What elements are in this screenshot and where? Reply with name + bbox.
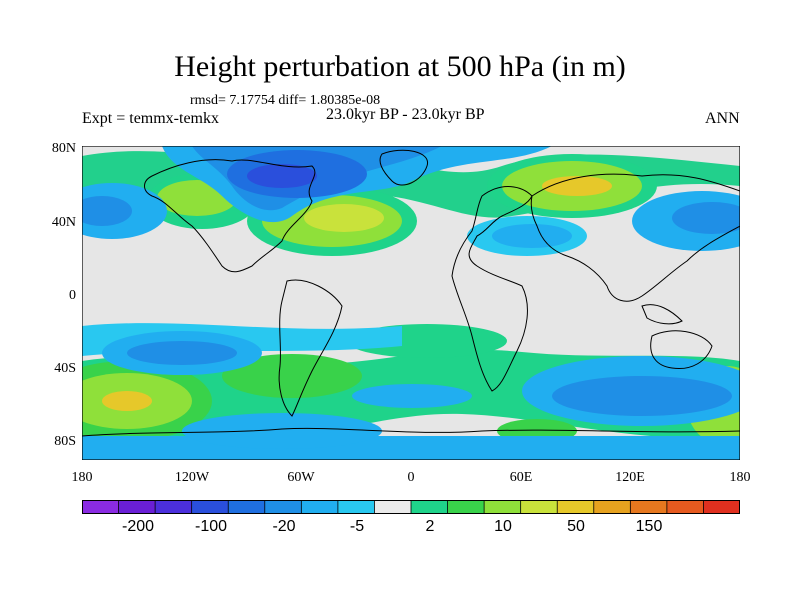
colorbar-tick-label: -100	[194, 518, 228, 535]
lat-label-40n: 40N	[51, 215, 76, 230]
plot-title: Height perturbation at 500 hPa (in m)	[174, 50, 626, 83]
colorbar-tick-label: 2	[425, 518, 435, 535]
colorbar-swatch	[374, 500, 412, 514]
lon-label-180w: 180	[71, 470, 93, 485]
time-period-label: 23.0kyr BP - 23.0kyr BP	[326, 106, 485, 123]
experiment-label: Expt = temmx-temkx	[82, 110, 219, 127]
colorbar-tick-label: -20	[272, 518, 296, 535]
colorbar	[82, 500, 740, 514]
colorbar-swatch	[155, 500, 193, 514]
colorbar-swatch	[118, 500, 156, 514]
colorbar-swatch	[593, 500, 631, 514]
colorbar-tick-label: -200	[121, 518, 155, 535]
colorbar-swatch	[301, 500, 339, 514]
lon-label-60e: 60E	[509, 470, 533, 485]
lon-label-60w: 60W	[287, 470, 315, 485]
coastlines	[82, 149, 740, 437]
height-perturbation-map	[82, 146, 740, 460]
colorbar-swatch	[703, 500, 740, 514]
lon-label-120e: 120E	[615, 470, 645, 485]
lon-label-0: 0	[407, 470, 415, 485]
colorbar-swatch	[264, 500, 302, 514]
lat-label-eq: 0	[69, 288, 76, 303]
colorbar-tick-label: 50	[567, 518, 585, 535]
lon-label-120w: 120W	[174, 470, 210, 485]
colorbar-swatch	[82, 500, 120, 514]
colorbar-swatch	[557, 500, 595, 514]
colorbar-swatch	[411, 500, 449, 514]
lat-label-80s: 80S	[54, 434, 76, 449]
lon-label-180e: 180	[729, 470, 751, 485]
season-label: ANN	[705, 110, 740, 127]
rmsd-diff-stats: rmsd= 7.17754 diff= 1.80385e-08	[190, 93, 381, 108]
colorbar-frame	[82, 500, 740, 514]
colorbar-swatch	[228, 500, 266, 514]
colorbar-tick-label: 150	[635, 518, 663, 535]
colorbar-swatch	[447, 500, 485, 514]
negative-anomalies	[82, 146, 740, 460]
colorbar-swatch	[520, 500, 558, 514]
colorbar-swatch	[666, 500, 704, 514]
colorbar-swatch	[484, 500, 522, 514]
lat-label-80n: 80N	[51, 141, 76, 156]
colorbar-swatch	[191, 500, 229, 514]
lat-label-40s: 40S	[54, 361, 76, 376]
colorbar-tick-label: 10	[494, 518, 512, 535]
colorbar-tick-label: -5	[349, 518, 365, 535]
colorbar-swatch	[630, 500, 668, 514]
colorbar-swatch	[337, 500, 375, 514]
